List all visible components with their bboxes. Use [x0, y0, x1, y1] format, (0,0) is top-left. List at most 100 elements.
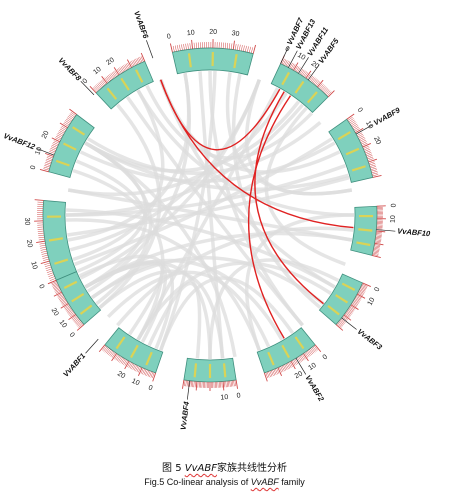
minor-tick	[104, 347, 109, 353]
major-tick	[355, 127, 364, 134]
minor-tick	[375, 239, 382, 241]
figure-caption-chinese: 图 5 VvABF家族共线性分析	[0, 459, 449, 474]
minor-tick	[49, 149, 56, 153]
major-tick	[314, 344, 322, 353]
minor-tick	[56, 134, 63, 138]
minor-tick	[265, 372, 268, 379]
density-marker	[337, 131, 351, 141]
background-link	[84, 141, 153, 306]
minor-tick	[181, 44, 183, 51]
major-tick	[47, 279, 57, 285]
minor-tick	[313, 79, 318, 85]
minor-tick	[284, 364, 288, 370]
minor-tick	[57, 133, 63, 137]
minor-tick	[38, 234, 45, 237]
density-marker	[281, 71, 290, 86]
minor-tick	[51, 281, 57, 285]
minor-tick	[52, 141, 59, 145]
minor-tick	[138, 366, 141, 373]
minor-tick	[124, 360, 128, 366]
minor-tick	[311, 77, 316, 83]
major-tick	[303, 353, 309, 362]
minor-tick	[64, 121, 70, 126]
major-tick	[350, 304, 359, 310]
major-tick	[362, 282, 371, 287]
minor-tick	[50, 146, 57, 150]
minor-tick	[108, 74, 113, 81]
minor-tick	[344, 313, 350, 318]
minor-tick	[45, 160, 52, 163]
minor-tick	[74, 319, 80, 324]
background-link	[79, 79, 261, 280]
gene-leader-line	[288, 50, 298, 68]
minor-tick	[356, 132, 363, 136]
minor-tick	[304, 352, 309, 358]
minor-tick	[245, 45, 247, 52]
minor-tick	[128, 362, 132, 368]
minor-tick	[368, 161, 375, 164]
tick-label: 10	[187, 29, 196, 37]
minor-tick	[294, 358, 299, 365]
minor-tick	[144, 369, 148, 376]
minor-tick	[237, 44, 239, 51]
minor-tick	[358, 291, 364, 295]
minor-tick	[373, 250, 380, 253]
minor-tick	[133, 364, 138, 371]
minor-tick	[372, 251, 379, 254]
minor-tick	[281, 365, 285, 372]
minor-tick	[309, 75, 314, 81]
minor-tick	[68, 114, 74, 119]
density-marker	[233, 54, 238, 69]
minor-tick	[340, 318, 346, 323]
major-tick	[343, 314, 352, 321]
minor-tick	[147, 370, 151, 377]
minor-tick	[41, 250, 48, 253]
major-tick	[126, 59, 132, 68]
tick-label: 20	[310, 60, 320, 70]
minor-tick	[57, 294, 64, 298]
minor-tick	[226, 381, 228, 388]
minor-tick	[111, 72, 116, 78]
major-tick	[53, 291, 63, 297]
tick-label: 0	[30, 165, 38, 171]
minor-tick	[348, 118, 354, 123]
minor-tick	[280, 366, 284, 372]
background-link	[208, 258, 340, 360]
major-tick	[68, 313, 77, 321]
minor-tick	[189, 43, 191, 50]
minor-tick	[360, 139, 367, 143]
major-tick	[232, 40, 235, 50]
density-marker	[120, 77, 130, 91]
minor-tick	[375, 238, 382, 240]
minor-tick	[235, 43, 237, 50]
major-tick	[191, 39, 193, 49]
minor-tick	[103, 346, 108, 352]
density-marker	[63, 142, 77, 151]
major-tick	[101, 76, 108, 84]
tick-label: 10	[220, 394, 228, 402]
background-link	[75, 159, 148, 289]
minor-tick	[355, 297, 361, 301]
minor-tick	[339, 320, 345, 325]
minor-tick	[94, 86, 99, 92]
minor-tick	[318, 83, 323, 89]
density-marker	[63, 280, 78, 289]
major-tick	[138, 367, 143, 376]
background-link	[244, 213, 355, 351]
minor-tick	[342, 316, 348, 321]
minor-tick	[306, 350, 311, 356]
minor-tick	[40, 248, 47, 251]
minor-tick	[102, 79, 107, 85]
minor-tick	[307, 349, 312, 356]
minor-tick	[187, 43, 189, 50]
tick-label: 10	[367, 297, 377, 307]
minor-tick	[120, 358, 125, 364]
minor-tick	[49, 278, 56, 281]
background-link	[136, 89, 355, 217]
minor-tick	[64, 305, 70, 310]
minor-tick	[106, 75, 111, 81]
minor-tick	[194, 381, 196, 388]
minor-tick	[364, 148, 371, 152]
minor-tick	[293, 359, 297, 365]
density-marker	[351, 165, 366, 172]
